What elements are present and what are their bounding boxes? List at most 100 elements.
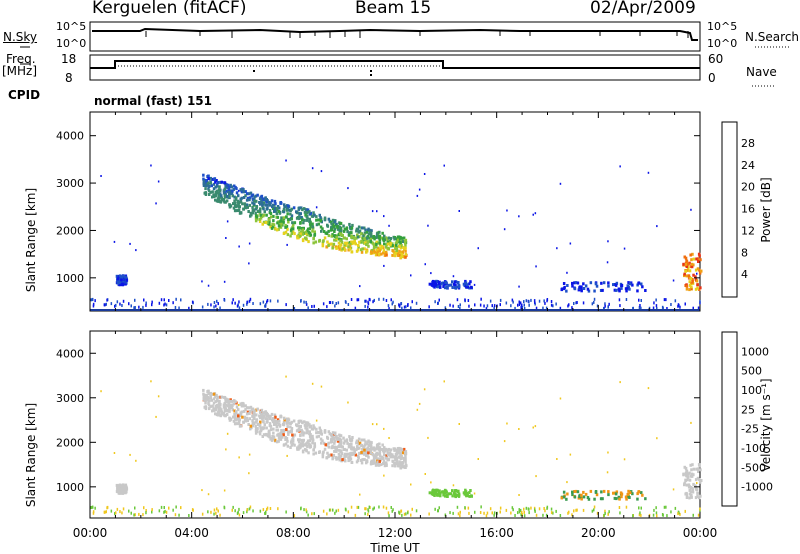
velocity-cell-2589 xyxy=(259,509,262,513)
velocity-cell-1773 xyxy=(365,461,368,465)
velocity-cell-151 xyxy=(309,437,312,441)
power-cell-2630 xyxy=(382,297,385,301)
velocity-cell-2395 xyxy=(499,506,502,510)
xtick-label-2: 08:00 xyxy=(276,526,311,540)
power-cell-2700 xyxy=(653,301,655,305)
power-cell-1976 xyxy=(600,281,603,285)
power-cell-698 xyxy=(206,181,210,185)
velocity-cell-1779 xyxy=(298,419,301,423)
power-cell-2768 xyxy=(163,298,165,302)
power-cell-2818 xyxy=(670,303,672,306)
velocity-cell-1927 xyxy=(447,492,451,496)
velocity-cell-2949 xyxy=(532,426,534,429)
power-cell-772 xyxy=(313,230,316,234)
power-cell-358 xyxy=(322,230,326,233)
power-cell-1582 xyxy=(209,181,212,185)
velocity-cell-655 xyxy=(268,422,272,426)
power-cell-1016 xyxy=(375,240,379,244)
power-cell-2870 xyxy=(473,283,476,286)
power-cell-822 xyxy=(202,173,205,177)
velocity-cell-2205 xyxy=(683,481,686,485)
power-cell-580 xyxy=(323,236,327,240)
power-cell-2430 xyxy=(652,306,655,310)
velocity-cell-1667 xyxy=(319,428,322,432)
power-cell-1274 xyxy=(376,250,380,254)
power-cell-326 xyxy=(352,235,356,239)
power-cell-676 xyxy=(202,177,205,181)
power-cell-2840 xyxy=(219,306,221,310)
velocity-cell-1359 xyxy=(242,402,245,406)
axis-ticks xyxy=(89,112,701,518)
velocity-cell-47 xyxy=(363,438,366,442)
nsky-tick-top: 10^5 xyxy=(56,20,87,33)
velocity-cell-2371 xyxy=(530,506,532,510)
velocity-cell-2547 xyxy=(334,511,336,515)
velocity-cell-1939 xyxy=(453,489,457,493)
velocity-cell-729 xyxy=(259,426,262,430)
power-cell-2964 xyxy=(619,165,621,168)
velocity-cell-2601 xyxy=(511,506,514,510)
power-cell-426 xyxy=(235,209,238,213)
velocity-cell-2155 xyxy=(688,478,692,482)
power-cell-2028 xyxy=(624,287,628,291)
velocity-cell-581 xyxy=(323,447,327,451)
velocity-cell-1001 xyxy=(327,445,331,449)
power-cell-2868 xyxy=(201,280,203,283)
velocity-cell-117 xyxy=(219,395,222,399)
power-cell-2640 xyxy=(367,300,369,304)
power-cell-1600 xyxy=(275,212,279,216)
velocity-cell-1597 xyxy=(267,430,271,434)
velocity-cell-2501 xyxy=(242,511,245,515)
velocity-cell-1915 xyxy=(457,493,461,497)
velocity-cell-2541 xyxy=(158,509,161,513)
power-cell-2594 xyxy=(119,302,121,306)
power-cell-1632 xyxy=(377,252,381,256)
velocity-cell-2437 xyxy=(591,509,594,513)
power-cell-2428 xyxy=(329,301,332,304)
velocity-cell-1155 xyxy=(229,398,232,402)
velocity-cell-2709 xyxy=(640,506,642,510)
velocity-cell-177 xyxy=(232,419,236,423)
power-cell-794 xyxy=(338,229,342,233)
velocity-cell-289 xyxy=(303,420,306,424)
velocity-cell-2551 xyxy=(145,509,147,512)
velocity-cell-2699 xyxy=(174,513,177,517)
power-cell-1438 xyxy=(341,233,344,237)
velocity-cell-2875 xyxy=(129,453,131,456)
velocity-cell-1171 xyxy=(345,439,349,443)
power-cell-2942 xyxy=(518,285,520,288)
velocity-cell-1577 xyxy=(237,416,240,420)
velocity-cell-2695 xyxy=(213,512,215,516)
x-axis-label: Time UT xyxy=(369,541,420,554)
velocity-cell-1047 xyxy=(331,431,335,435)
power-cell-2106 xyxy=(698,268,701,272)
velocity-cell-567 xyxy=(396,447,400,450)
velocity-cell-1981 xyxy=(626,494,630,498)
power-cell-1744 xyxy=(397,252,400,256)
velocity-cell-905 xyxy=(365,450,368,453)
velocity-cell-1115 xyxy=(224,414,227,418)
velocity-cell-2771 xyxy=(480,505,482,509)
power-cell-1154 xyxy=(229,183,232,187)
velocity-cell-2599 xyxy=(403,512,406,516)
velocity-cell-2863 xyxy=(424,473,426,475)
velocity-cell-1449 xyxy=(272,435,276,439)
power-cell-1530 xyxy=(305,211,308,215)
velocity-cell-2947 xyxy=(458,423,460,425)
power-cell-2480 xyxy=(91,297,94,301)
power-cell-520 xyxy=(277,227,280,231)
power-colorbar-tick-6: 28 xyxy=(741,137,755,150)
power-cell-1636 xyxy=(321,240,325,244)
velocity-cell-1031 xyxy=(238,418,241,422)
velocity-cell-2459 xyxy=(311,512,313,516)
velocity-cell-2849 xyxy=(344,507,347,511)
power-cell-2562 xyxy=(115,303,117,307)
velocity-cell-2841 xyxy=(219,513,221,517)
velocity-cell-1839 xyxy=(468,494,471,498)
power-cell-1984 xyxy=(631,283,634,287)
power-cell-1642 xyxy=(262,213,266,217)
velocity-cell-1023 xyxy=(361,458,364,462)
power-cell-1402 xyxy=(287,204,290,208)
velocity-cell-621 xyxy=(273,438,277,442)
velocity-cell-2579 xyxy=(164,509,166,513)
